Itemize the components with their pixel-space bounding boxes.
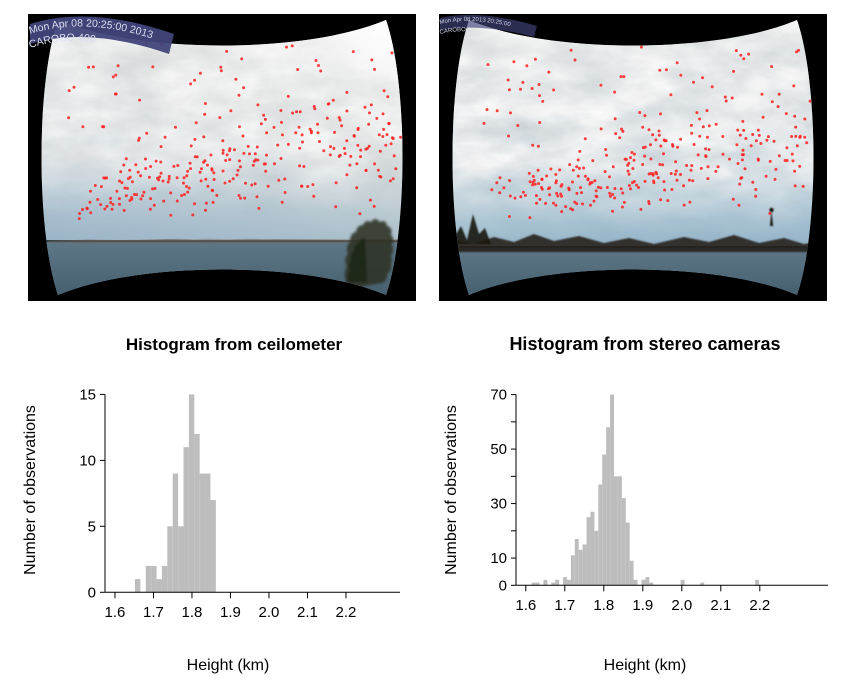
svg-text:10: 10 xyxy=(79,452,96,469)
svg-text:0: 0 xyxy=(499,577,507,594)
svg-text:10: 10 xyxy=(490,550,507,567)
svg-text:1.6: 1.6 xyxy=(515,597,536,614)
svg-text:50: 50 xyxy=(490,441,507,458)
svg-text:Number of observations: Number of observations xyxy=(443,405,460,575)
svg-text:Height (km): Height (km) xyxy=(604,657,687,674)
svg-text:1.7: 1.7 xyxy=(143,604,164,621)
svg-text:1.7: 1.7 xyxy=(554,597,575,614)
svg-text:Number of observations: Number of observations xyxy=(22,405,39,575)
svg-text:2.2: 2.2 xyxy=(749,597,770,614)
svg-text:2.1: 2.1 xyxy=(710,597,731,614)
svg-text:70: 70 xyxy=(490,387,507,404)
svg-text:30: 30 xyxy=(490,496,507,513)
svg-text:1.9: 1.9 xyxy=(220,604,241,621)
svg-text:1.6: 1.6 xyxy=(105,604,126,621)
svg-text:2.0: 2.0 xyxy=(259,604,280,621)
svg-text:0: 0 xyxy=(88,584,96,601)
svg-text:1.8: 1.8 xyxy=(593,597,614,614)
svg-text:2.2: 2.2 xyxy=(336,604,357,621)
svg-text:2.1: 2.1 xyxy=(297,604,318,621)
svg-text:Height (km): Height (km) xyxy=(187,657,270,674)
svg-text:15: 15 xyxy=(79,386,96,403)
svg-text:5: 5 xyxy=(88,518,96,535)
svg-text:Histogram from stereo cameras: Histogram from stereo cameras xyxy=(509,334,780,354)
svg-text:1.8: 1.8 xyxy=(182,604,203,621)
svg-text:2.0: 2.0 xyxy=(671,597,692,614)
svg-text:Histogram from ceilometer: Histogram from ceilometer xyxy=(126,335,343,354)
svg-text:1.9: 1.9 xyxy=(632,597,653,614)
